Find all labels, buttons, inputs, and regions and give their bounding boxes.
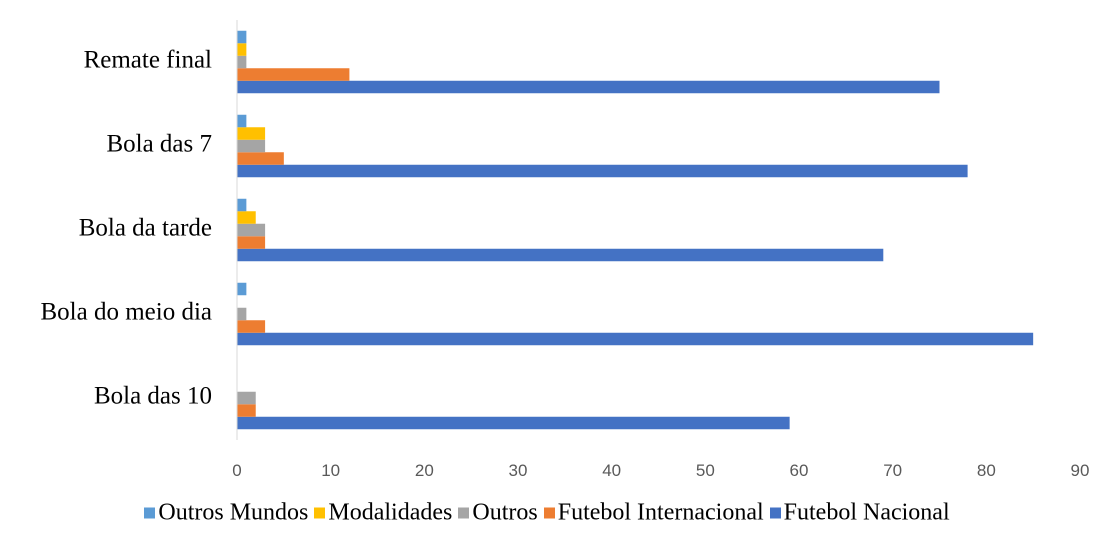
legend-swatch (769, 507, 781, 519)
bar-outros-4 (237, 55, 247, 69)
bar-chart: Bola das 10 Bola do meio dia Bola da tarde… (41, 20, 1089, 480)
bar-outros-mundos-4 (237, 30, 247, 44)
bar-outros-0 (237, 391, 256, 405)
x-tick-label: 40 (602, 461, 621, 480)
legend-label: Outros Mundos (158, 499, 309, 526)
bar-outros-mundos-1 (237, 282, 247, 296)
bar-futebol-nacional-1 (237, 332, 1034, 346)
legend-item: Outros (458, 499, 538, 527)
bar-futebol-nacional-3 (237, 164, 968, 178)
legend-item: Modalidades (314, 500, 452, 527)
category-label: Bola das 7 (106, 131, 212, 158)
x-tick-label: 30 (509, 461, 528, 480)
bar-futebol-nacional-0 (237, 416, 790, 430)
bar-futebol-internacional-3 (237, 152, 284, 165)
legend-swatch (144, 507, 156, 519)
bars-group (237, 30, 1034, 430)
x-tick-labels: 0 10 20 30 40 50 60 70 80 90 (232, 461, 1089, 480)
bar-futebol-internacional-4 (237, 68, 350, 81)
bar-outros-2 (237, 223, 266, 237)
bar-futebol-internacional-2 (237, 236, 266, 249)
category-label: Bola das 10 (94, 383, 212, 410)
bar-outros-1 (237, 307, 247, 321)
category-label: Bola do meio dia (41, 299, 213, 326)
legend: Outros Mundos Modalidades Outros Futebol In… (0, 500, 1100, 527)
category-labels: Bola das 10 Bola do meio dia Bola da tarde… (41, 47, 213, 410)
x-tick-label: 80 (977, 461, 996, 480)
bar-outros-mundos-3 (237, 114, 247, 128)
bar-futebol-nacional-4 (237, 80, 940, 94)
bar-outros-3 (237, 139, 266, 153)
x-tick-label: 50 (696, 461, 715, 480)
category-label: Bola da tarde (79, 215, 212, 242)
bar-outros-mundos-2 (237, 198, 247, 212)
bar-futebol-internacional-1 (237, 320, 266, 333)
legend-item: Outros Mundos (144, 500, 308, 527)
x-tick-label: 20 (415, 461, 434, 480)
bar-modalidades-3 (237, 127, 266, 140)
legend-item: Futebol Internacional (543, 499, 764, 527)
legend-label: Modalidades (328, 499, 453, 526)
legend-label: Futebol Nacional (783, 499, 950, 526)
legend-swatch (543, 507, 555, 519)
bar-futebol-internacional-0 (237, 404, 256, 417)
legend-label: Outros (472, 499, 538, 526)
category-label: Remate final (84, 47, 212, 74)
x-tick-label: 90 (1071, 461, 1090, 480)
x-tick-label: 70 (883, 461, 902, 480)
legend-swatch (458, 507, 470, 519)
x-tick-label: 0 (232, 461, 241, 480)
x-tick-label: 60 (790, 461, 809, 480)
bar-modalidades-4 (237, 43, 247, 56)
legend-label: Futebol Internacional (557, 499, 764, 526)
legend-item: Futebol Nacional (769, 499, 950, 527)
legend-swatch (314, 507, 326, 519)
bar-futebol-nacional-2 (237, 248, 884, 262)
bar-modalidades-2 (237, 211, 256, 224)
x-tick-label: 10 (321, 461, 340, 480)
